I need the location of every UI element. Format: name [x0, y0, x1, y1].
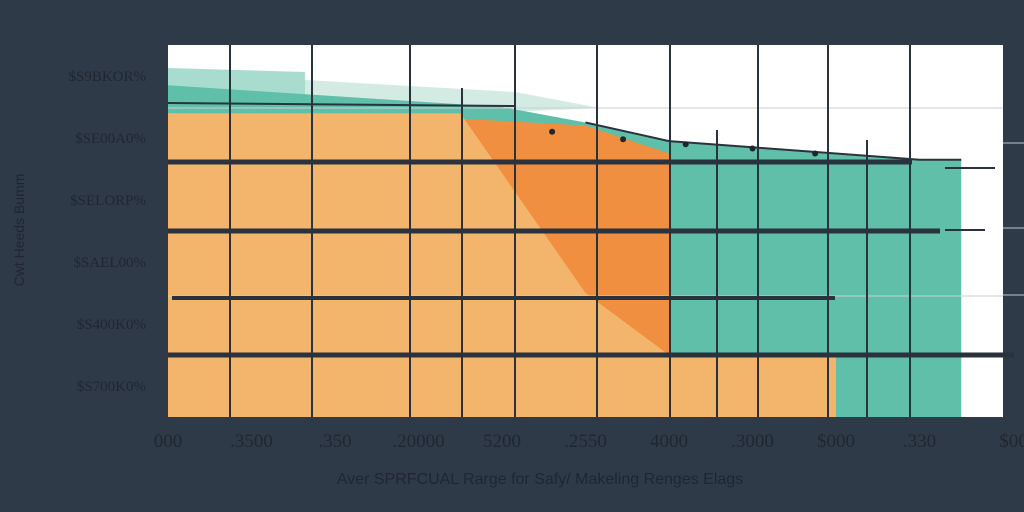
area-light-orange [168, 113, 836, 417]
x-tick-label: 000 [154, 431, 183, 452]
x-tick-label: $000 [817, 431, 855, 452]
x-tick-label: .330 [903, 431, 936, 452]
series-outline [585, 121, 962, 161]
x-tick-labels: 000 .3500 .350 .20000 5200 .2550 4000 .3000 $000… [154, 431, 1024, 452]
y-tick-label: $S9BKOR% [68, 69, 146, 85]
data-point-marker [549, 128, 556, 135]
x-tick-label: .2550 [564, 431, 607, 452]
y-tick-label: $SAEL00% [74, 255, 147, 271]
y-tick-label: $SE00A0% [75, 131, 146, 147]
data-point-marker [620, 136, 627, 143]
x-tick-label: .3500 [230, 431, 273, 452]
x-tick-label: .20000 [392, 431, 444, 452]
marker-group [549, 128, 819, 157]
top-outline [167, 102, 516, 107]
y-axis-label: Cwt Heeds Bumm [11, 174, 27, 287]
y-tick-label: $SELORP% [70, 193, 146, 209]
data-point-marker [812, 150, 819, 157]
x-tick-label: .3000 [731, 431, 774, 452]
y-tick-label: $S700K0% [77, 379, 146, 395]
y-tick-labels: $S700K0% $S400K0% $SAEL00% $SELORP% $SE00A0%… [68, 69, 146, 395]
vertical-gridlines [229, 45, 911, 417]
horizontal-gridlines [168, 107, 1024, 358]
data-point-marker [749, 145, 756, 152]
data-point-marker [682, 141, 689, 148]
area-series-group [168, 85, 962, 418]
x-tick-label: 4000 [650, 431, 688, 452]
x-tick-label: $0000 [999, 431, 1024, 452]
x-tick-label: .350 [318, 431, 351, 452]
x-tick-label: 5200 [483, 431, 521, 452]
x-axis-label: Aver SPRFCUAL Rarge for Safy/ Makeling R… [337, 471, 743, 488]
y-tick-label: $S400K0% [77, 317, 146, 333]
